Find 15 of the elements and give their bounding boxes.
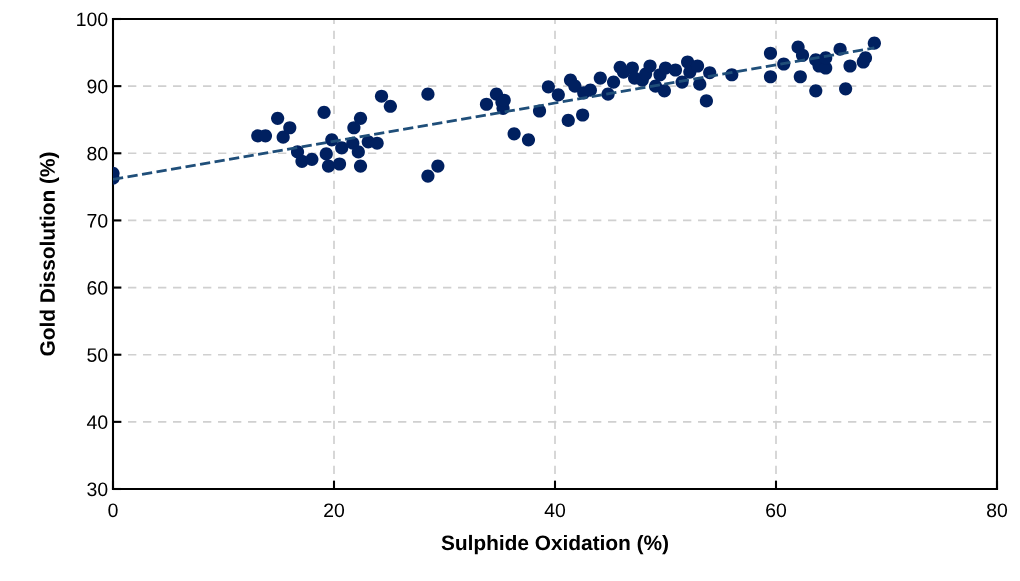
y-tick-label: 80: [87, 146, 108, 161]
y-tick-label: 60: [87, 281, 108, 295]
y-axis-title: Gold Dissolution (%): [39, 152, 60, 356]
y-tick-label: 100: [77, 12, 108, 27]
x-tick-label: 40: [544, 503, 566, 518]
x-axis-title: Sulphide Oxidation (%): [441, 534, 668, 555]
y-tick-label: 40: [86, 415, 108, 430]
x-tick-label: 0: [108, 503, 118, 518]
y-tick-label: 50: [87, 348, 108, 362]
x-tick-label: 80: [987, 503, 1008, 518]
y-tick-label: 30: [87, 482, 108, 497]
y-tick-label: 70: [87, 213, 108, 228]
x-tick-label: 60: [766, 503, 787, 518]
x-tick-label: 20: [324, 503, 345, 518]
y-tick-label: 90: [87, 79, 108, 94]
